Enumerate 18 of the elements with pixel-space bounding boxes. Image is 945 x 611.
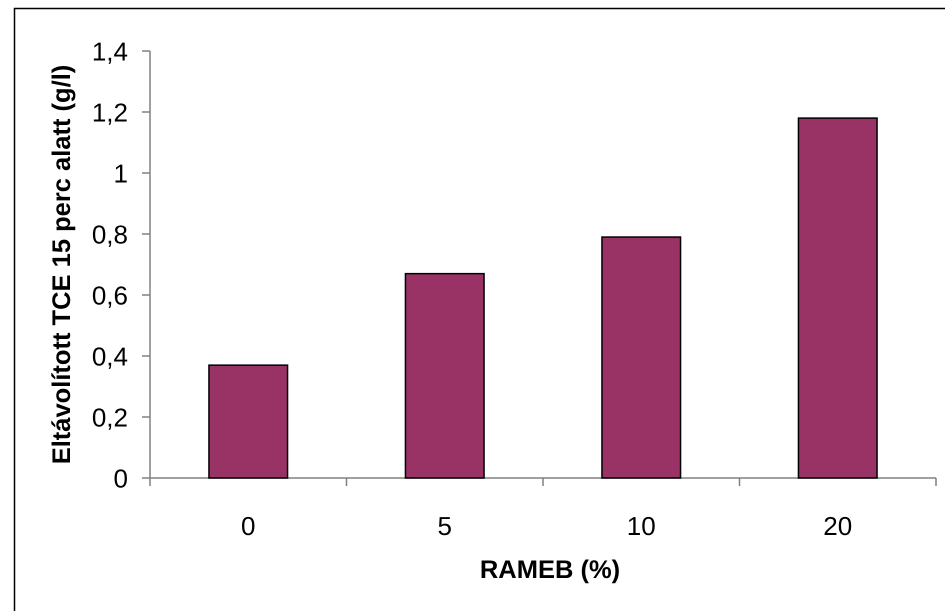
- x-tick-label: 10: [626, 511, 656, 541]
- y-tick-label: 0,2: [92, 402, 128, 432]
- bar: [601, 236, 682, 479]
- bar: [798, 117, 878, 479]
- y-tick-label: 0,6: [92, 280, 128, 310]
- y-axis-title: Eltávolított TCE 15 perc alatt (g/l): [48, 64, 76, 464]
- y-tick-label: 1: [114, 158, 128, 188]
- x-tick-label: 0: [241, 511, 256, 541]
- x-axis-title: RAMEB (%): [480, 556, 620, 584]
- y-tick-label: 0,4: [92, 341, 128, 372]
- x-tick-label: 5: [438, 511, 452, 541]
- y-tick-label: 1,4: [92, 36, 128, 66]
- bar: [404, 272, 485, 479]
- y-tick-label: 0: [114, 463, 128, 494]
- bar: [208, 364, 288, 479]
- y-tick-label: 0,8: [92, 219, 128, 250]
- y-tick-label: 1,2: [92, 97, 128, 128]
- x-tick-label: 20: [823, 511, 852, 541]
